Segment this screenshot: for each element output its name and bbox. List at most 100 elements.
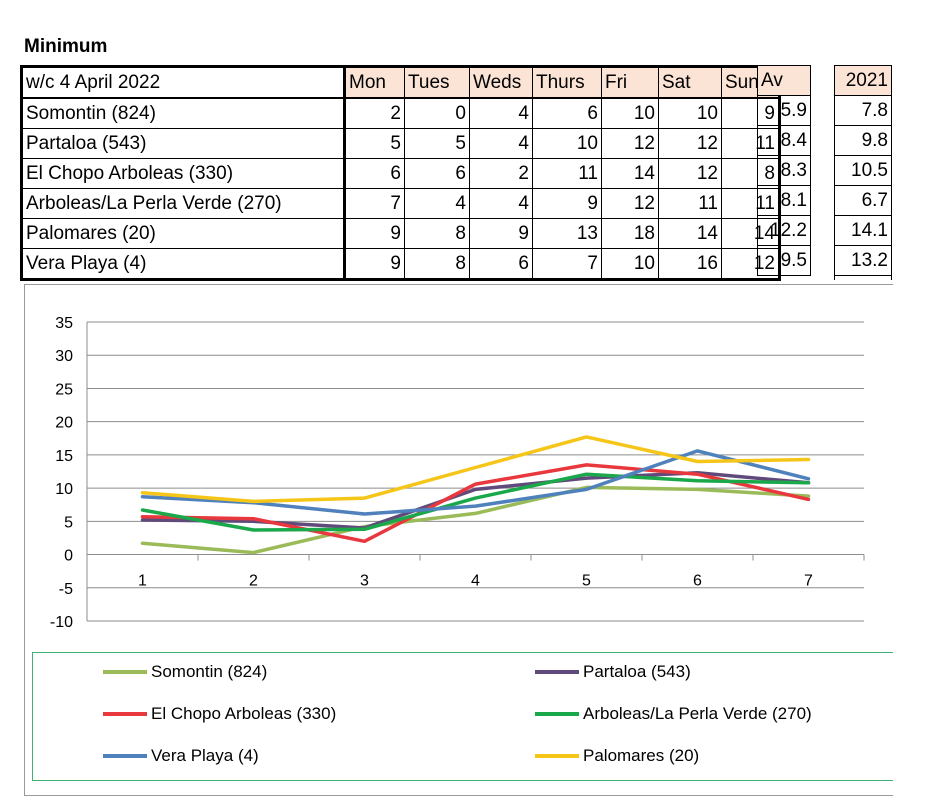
- y-tick-label: 20: [55, 415, 73, 432]
- x-tick-label: 6: [693, 573, 702, 590]
- legend-item: Vera Playa (4): [103, 746, 259, 766]
- legend-item: Palomares (20): [535, 746, 699, 766]
- x-tick-label: 5: [582, 573, 591, 590]
- legend-label: Somontin (824): [151, 662, 268, 681]
- day-header: Weds: [469, 66, 533, 99]
- av-row: 5.9: [757, 95, 811, 126]
- station-name: Palomares (20): [21, 218, 346, 249]
- min-temp-cell: 7: [532, 248, 602, 280]
- day-header: Fri: [601, 66, 659, 99]
- series-line: [140, 485, 811, 555]
- year-cell: 7.8: [834, 95, 892, 126]
- table-row: El Chopo Arboleas (330) 6 6 2 11 14 12 8: [21, 158, 781, 189]
- legend-item: Arboleas/La Perla Verde (270): [535, 704, 812, 724]
- y-tick-label: 25: [55, 381, 73, 398]
- min-temp-cell: 11: [532, 158, 602, 189]
- year-cell: 13.2: [834, 245, 892, 276]
- av-cell: 12.2: [757, 215, 811, 246]
- year-stub-cell: [834, 275, 892, 280]
- series-line: [140, 472, 811, 532]
- year-row: 14.1: [834, 215, 892, 246]
- min-temp-cell: 7: [344, 188, 405, 219]
- x-tick-label: 3: [360, 573, 369, 590]
- legend-swatch: [535, 712, 579, 716]
- av-row: 9.5: [757, 245, 811, 276]
- station-name: Vera Playa (4): [21, 248, 346, 280]
- station-name: El Chopo Arboleas (330): [21, 158, 346, 189]
- min-temp-cell: 8: [404, 248, 470, 280]
- year-cell: 10.5: [834, 155, 892, 186]
- year-row: 9.8: [834, 125, 892, 156]
- week-label: w/c 4 April 2022: [21, 66, 346, 99]
- av-row: 8.3: [757, 155, 811, 186]
- day-header: Mon: [344, 66, 405, 99]
- av-cell: 8.1: [757, 185, 811, 216]
- min-temp-cell: 4: [469, 97, 533, 129]
- table-row: Arboleas/La Perla Verde (270) 7 4 4 9 12 11 11: [21, 188, 781, 219]
- legend-swatch: [103, 754, 147, 758]
- legend-label: Arboleas/La Perla Verde (270): [583, 704, 812, 723]
- legend-swatch: [535, 754, 579, 758]
- legend-item: El Chopo Arboleas (330): [103, 704, 336, 724]
- y-tick-label: 0: [64, 548, 73, 565]
- year-cell: 9.8: [834, 125, 892, 156]
- year-row: 7.8: [834, 95, 892, 126]
- legend-swatch: [535, 670, 579, 674]
- series-line: [140, 435, 811, 504]
- legend-item: Partaloa (543): [535, 662, 691, 682]
- legend-label: Vera Playa (4): [151, 746, 259, 765]
- day-header: Sat: [658, 66, 722, 99]
- x-tick-label: 7: [804, 573, 813, 590]
- table-row: Somontin (824) 2 0 4 6 10 10 9: [21, 97, 781, 129]
- station-name: Arboleas/La Perla Verde (270): [21, 188, 346, 219]
- y-tick-label: 5: [64, 514, 73, 531]
- min-temp-cell: 14: [658, 218, 722, 249]
- av-cell: 9.5: [757, 245, 811, 276]
- y-tick-label: -10: [50, 614, 73, 631]
- min-temp-cell: 12: [658, 128, 722, 159]
- min-temp-cell: 9: [344, 218, 405, 249]
- min-temp-cell: 12: [601, 128, 659, 159]
- average-column-table: Av 5.9 8.4 8.3 8.1 12.2 9.5: [757, 65, 811, 276]
- chart-legend: Somontin (824) Partaloa (543) El Chopo Arb…: [32, 652, 893, 781]
- y-tick-label: 35: [55, 315, 73, 332]
- legend-label: Partaloa (543): [583, 662, 691, 681]
- x-tick-label: 2: [249, 573, 258, 590]
- min-temp-cell: 6: [469, 248, 533, 280]
- day-header: Thurs: [532, 66, 602, 99]
- year-row: 10.5: [834, 155, 892, 186]
- av-cell: 5.9: [757, 95, 811, 126]
- series-line: [140, 463, 811, 544]
- av-row: 12.2: [757, 215, 811, 246]
- min-temp-cell: 6: [404, 158, 470, 189]
- legend-item: Somontin (824): [103, 662, 267, 682]
- legend-swatch: [103, 712, 147, 716]
- av-header: Av: [757, 65, 811, 96]
- av-row: 8.1: [757, 185, 811, 216]
- min-temp-cell: 6: [344, 158, 405, 189]
- year-header: 2021: [834, 65, 892, 96]
- legend-label: Palomares (20): [583, 746, 700, 765]
- min-temp-cell: 12: [658, 158, 722, 189]
- page-title: Minimum: [24, 36, 108, 57]
- min-temp-cell: 16: [658, 248, 722, 280]
- y-tick-label: 30: [55, 348, 73, 365]
- minimum-temperature-table: w/c 4 April 2022 Mon Tues Weds Thurs Fri Sat Su…: [20, 65, 781, 281]
- x-tick-label: 1: [138, 573, 147, 590]
- legend-label: El Chopo Arboleas (330): [151, 704, 337, 723]
- station-name: Somontin (824): [21, 97, 346, 129]
- chart-frame: [24, 284, 893, 796]
- year-cell: 14.1: [834, 215, 892, 246]
- av-row: 8.4: [757, 125, 811, 156]
- year-2021-column-table: 2021 7.8 9.8 10.5 6.7 14.1 13.2: [834, 65, 892, 280]
- av-cell: 8.3: [757, 155, 811, 186]
- min-temp-cell: 9: [469, 218, 533, 249]
- y-tick-label: 15: [55, 448, 73, 465]
- year-row: 13.2: [834, 245, 892, 276]
- y-tick-label: 10: [55, 481, 73, 498]
- min-temp-cell: 5: [404, 128, 470, 159]
- year-cell: 6.7: [834, 185, 892, 216]
- min-temp-cell: 10: [532, 128, 602, 159]
- legend-swatch: [103, 670, 147, 674]
